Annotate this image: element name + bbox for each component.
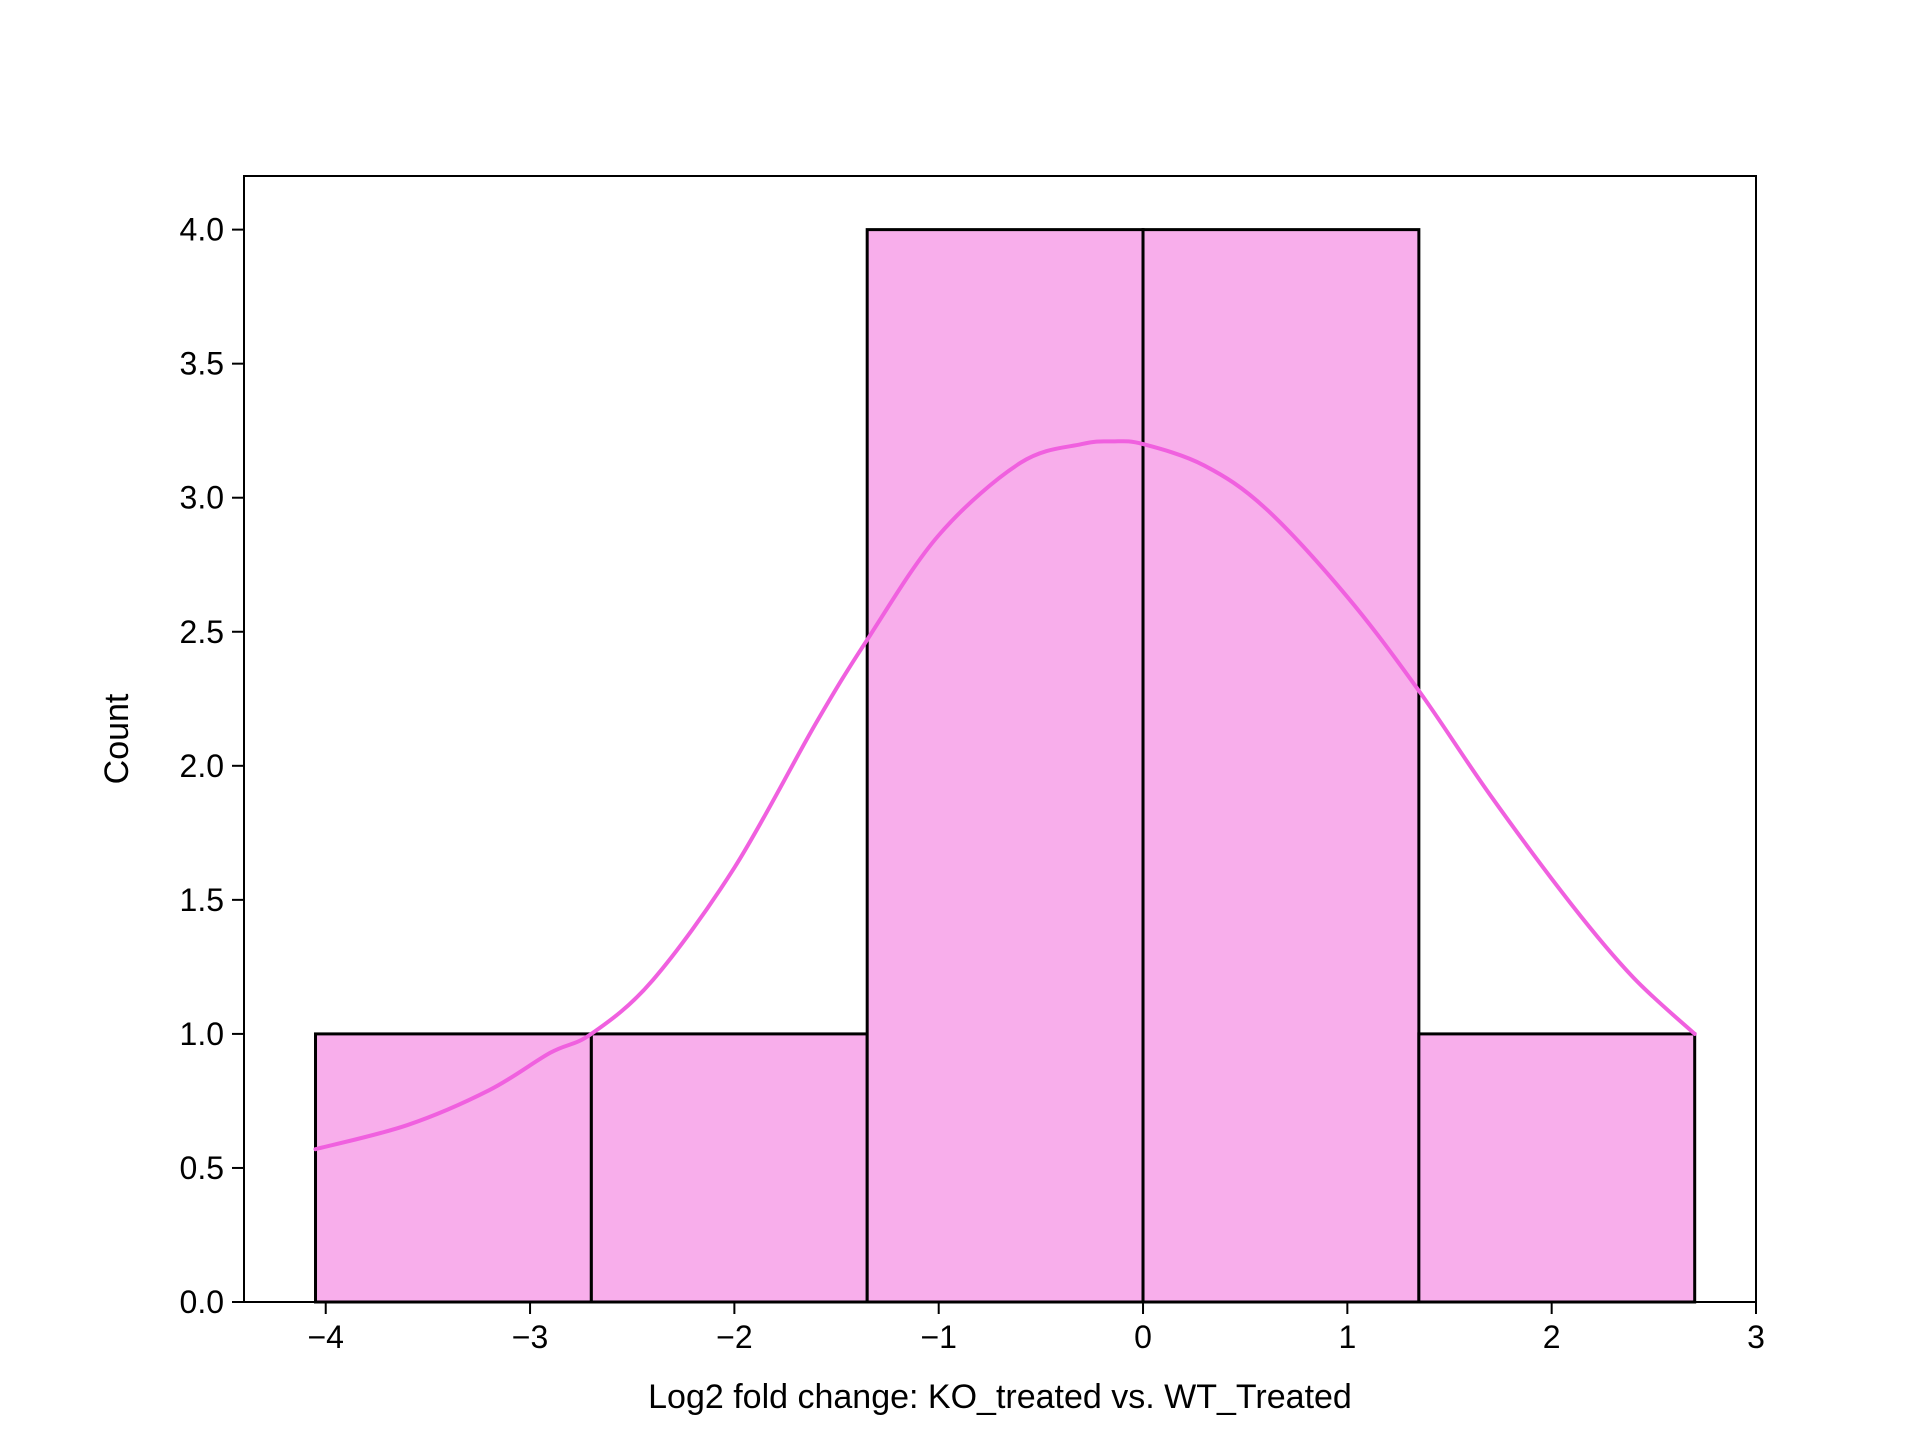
- histogram-bar-1: [589, 1032, 869, 1304]
- histogram-bar-4: [1417, 1032, 1697, 1304]
- x-tick-label: 0: [1134, 1319, 1152, 1355]
- y-tick-label: 3.0: [180, 480, 224, 516]
- kde-curve: [313, 439, 1697, 1152]
- y-tick-label: 0.0: [180, 1284, 224, 1320]
- plot-area-frame: [243, 175, 1757, 1303]
- y-axis-label: Count: [98, 693, 136, 784]
- x-axis-label: Log2 fold change: KO_treated vs. WT_Trea…: [648, 1378, 1352, 1416]
- x-axis-ticks: −4 −3 −2 −1 0 1 2 3: [307, 1302, 1765, 1355]
- y-tick-label: 2.5: [180, 614, 224, 650]
- y-tick-label: 2.0: [180, 748, 224, 784]
- y-tick-label: 3.5: [180, 346, 224, 382]
- histogram-bar-0: [314, 1032, 593, 1304]
- x-tick-label: −3: [512, 1319, 548, 1355]
- histogram-bar-2: [865, 228, 1145, 1304]
- y-tick-label: 1.0: [180, 1016, 224, 1052]
- x-tick-label: 1: [1338, 1319, 1356, 1355]
- y-tick-label: 0.5: [180, 1150, 224, 1186]
- y-tick-label: 1.5: [180, 882, 224, 918]
- x-tick-label: −4: [307, 1319, 343, 1355]
- y-axis-ticks: 0.0 0.5 1.0 1.5 2.0 2.5 3.0 3.5 4.0: [180, 212, 244, 1320]
- x-tick-label: −1: [920, 1319, 956, 1355]
- histogram-bar-3: [1141, 228, 1421, 1304]
- x-tick-label: −2: [716, 1319, 752, 1355]
- y-tick-label: 4.0: [180, 212, 224, 248]
- x-tick-label: 2: [1543, 1319, 1561, 1355]
- histogram-bars: [314, 228, 1697, 1304]
- x-tick-label: 3: [1747, 1319, 1765, 1355]
